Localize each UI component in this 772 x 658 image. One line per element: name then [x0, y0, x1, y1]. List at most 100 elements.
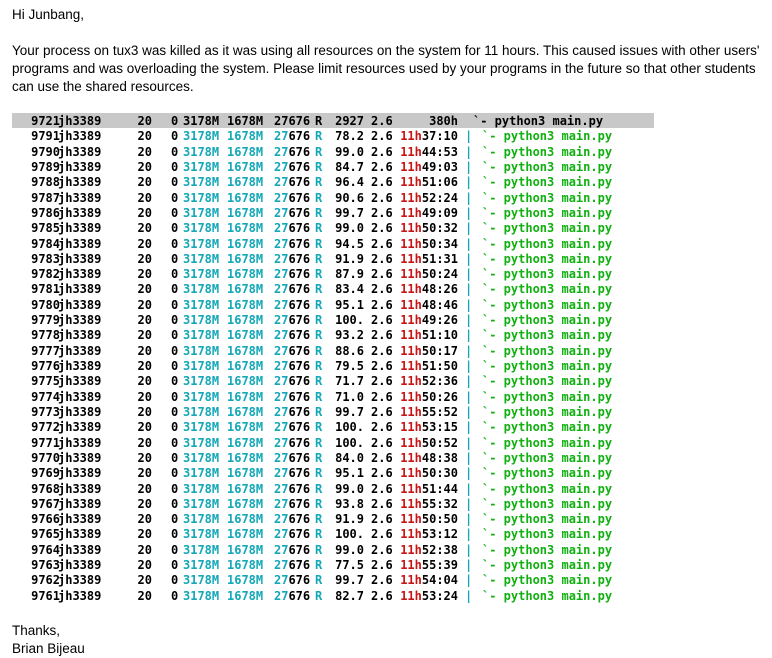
- process-command: `- python3 main.py: [482, 190, 613, 205]
- process-command: `- python3 main.py: [482, 404, 613, 419]
- process-user: jh3389: [58, 542, 102, 557]
- process-nice: 0: [171, 282, 179, 297]
- process-state: R: [315, 359, 323, 373]
- process-mem-percent: 2.6: [371, 205, 393, 220]
- process-pid: 9790: [31, 144, 60, 159]
- process-row: 9767 jh3389 20 0 3178M 1678M 27676 R 93.8 2.6 11h5…: [12, 496, 654, 511]
- process-command: `- python3 main.py: [482, 297, 613, 312]
- process-nice: 0: [171, 144, 179, 159]
- process-row: 9765 jh3389 20 0 3178M 1678M 27676 R 100. 2.6 11h5…: [12, 526, 654, 541]
- process-user: jh3389: [58, 558, 102, 573]
- process-mem-percent: 2.6: [371, 573, 393, 588]
- process-nice: 0: [171, 481, 179, 496]
- process-cpu-percent: 100.: [335, 435, 364, 450]
- process-cpu-percent: 95.1: [335, 466, 364, 481]
- process-shared-memory: 27676: [274, 389, 311, 404]
- process-cpu-percent: 94.5: [335, 236, 364, 251]
- process-nice: 0: [171, 297, 179, 312]
- process-cpu-percent: 100.: [335, 420, 364, 435]
- process-virt-memory: 3178M: [183, 282, 220, 297]
- process-priority: 20: [137, 236, 152, 251]
- process-cpu-time: 11h55:32: [400, 496, 458, 511]
- process-cpu-time: 11h50:50: [400, 512, 458, 527]
- process-pid: 9761: [31, 588, 60, 603]
- process-priority: 20: [137, 496, 152, 511]
- process-cpu-time: 11h52:36: [400, 374, 458, 389]
- process-shared-memory: 27676: [274, 328, 311, 343]
- process-state: R: [315, 420, 323, 435]
- process-user: jh3389: [58, 420, 102, 435]
- process-pid: 9791: [31, 129, 60, 144]
- process-pid: 9785: [31, 221, 60, 236]
- process-priority: 20: [137, 527, 152, 542]
- process-cpu-percent: 79.5: [335, 359, 364, 373]
- process-pid: 9763: [31, 558, 60, 573]
- process-virt-memory: 3178M: [183, 221, 220, 236]
- process-row: 9786 jh3389 20 0 3178M 1678M 27676 R 99.7 2.6 11h4…: [12, 205, 654, 220]
- process-nice: 0: [171, 236, 179, 251]
- process-shared-memory: 27676: [274, 450, 311, 465]
- process-virt-memory: 3178M: [183, 450, 220, 465]
- process-state: R: [315, 450, 323, 465]
- process-state: R: [315, 466, 323, 481]
- process-virt-memory: 3178M: [183, 159, 220, 174]
- process-res-memory: 1678M: [227, 251, 264, 266]
- process-shared-memory: 27676: [274, 374, 311, 389]
- process-virt-memory: 3178M: [183, 144, 220, 159]
- process-cpu-percent: 84.0: [335, 450, 364, 465]
- process-cpu-time: 11h50:52: [400, 435, 458, 450]
- process-cpu-time: 11h53:15: [400, 420, 458, 435]
- process-cpu-time: 11h49:26: [400, 313, 458, 328]
- process-cpu-time: 11h55:39: [400, 558, 458, 573]
- process-tree-separator: |: [465, 205, 473, 220]
- process-nice: 0: [171, 221, 179, 236]
- process-tree-separator: |: [465, 267, 473, 282]
- process-state: R: [315, 236, 323, 251]
- process-cpu-percent: 99.7: [335, 205, 364, 220]
- process-cpu-percent: 2927: [335, 114, 364, 128]
- process-mem-percent: 2.6: [371, 512, 393, 527]
- process-row: 9789 jh3389 20 0 3178M 1678M 27676 R 84.7 2.6 11h4…: [12, 159, 654, 174]
- process-tree-separator: |: [465, 496, 473, 511]
- process-priority: 20: [137, 420, 152, 435]
- process-virt-memory: 3178M: [183, 343, 220, 358]
- process-cpu-percent: 91.9: [335, 512, 364, 527]
- process-res-memory: 1678M: [227, 159, 264, 174]
- process-res-memory: 1678M: [227, 496, 264, 511]
- process-shared-memory: 27676: [274, 420, 311, 435]
- process-res-memory: 1678M: [227, 175, 264, 190]
- process-nice: 0: [171, 404, 179, 419]
- process-cpu-percent: 100.: [335, 313, 364, 328]
- process-command: `- python3 main.py: [482, 313, 613, 328]
- process-state: R: [315, 205, 323, 220]
- process-cpu-time: 11h50:34: [400, 236, 458, 251]
- email-body: Your process on tux3 was killed as it wa…: [12, 43, 760, 94]
- process-shared-memory: 27676: [274, 313, 311, 328]
- process-res-memory: 1678M: [227, 267, 264, 282]
- process-pid: 9780: [31, 297, 60, 312]
- process-state: R: [315, 129, 323, 144]
- process-command: `- python3 main.py: [482, 144, 613, 159]
- process-row: 9769 jh3389 20 0 3178M 1678M 27676 R 95.1 2.6 11h5…: [12, 465, 654, 480]
- process-mem-percent: 2.6: [371, 236, 393, 251]
- process-nice: 0: [171, 420, 179, 435]
- process-cpu-time: 11h44:53: [400, 144, 458, 159]
- process-pid: 9782: [31, 267, 60, 282]
- process-state: R: [315, 251, 323, 266]
- process-mem-percent: 2.6: [371, 267, 393, 282]
- process-command: `- python3 main.py: [482, 236, 613, 251]
- process-cpu-time: 11h51:44: [400, 481, 458, 496]
- process-state: R: [315, 282, 323, 297]
- process-state: R: [315, 297, 323, 312]
- process-user: jh3389: [58, 159, 102, 174]
- process-res-memory: 1678M: [227, 282, 264, 297]
- process-row: 9784 jh3389 20 0 3178M 1678M 27676 R 94.5 2.6 11h5…: [12, 236, 654, 251]
- process-cpu-percent: 82.7: [335, 588, 364, 603]
- process-mem-percent: 2.6: [371, 481, 393, 496]
- process-row: 9766 jh3389 20 0 3178M 1678M 27676 R 91.9 2.6 11h5…: [12, 511, 654, 526]
- process-user: jh3389: [58, 496, 102, 511]
- process-command: `- python3 main.py: [482, 221, 613, 236]
- process-virt-memory: 3178M: [183, 558, 220, 573]
- process-res-memory: 1678M: [227, 527, 264, 542]
- process-state: R: [315, 573, 323, 588]
